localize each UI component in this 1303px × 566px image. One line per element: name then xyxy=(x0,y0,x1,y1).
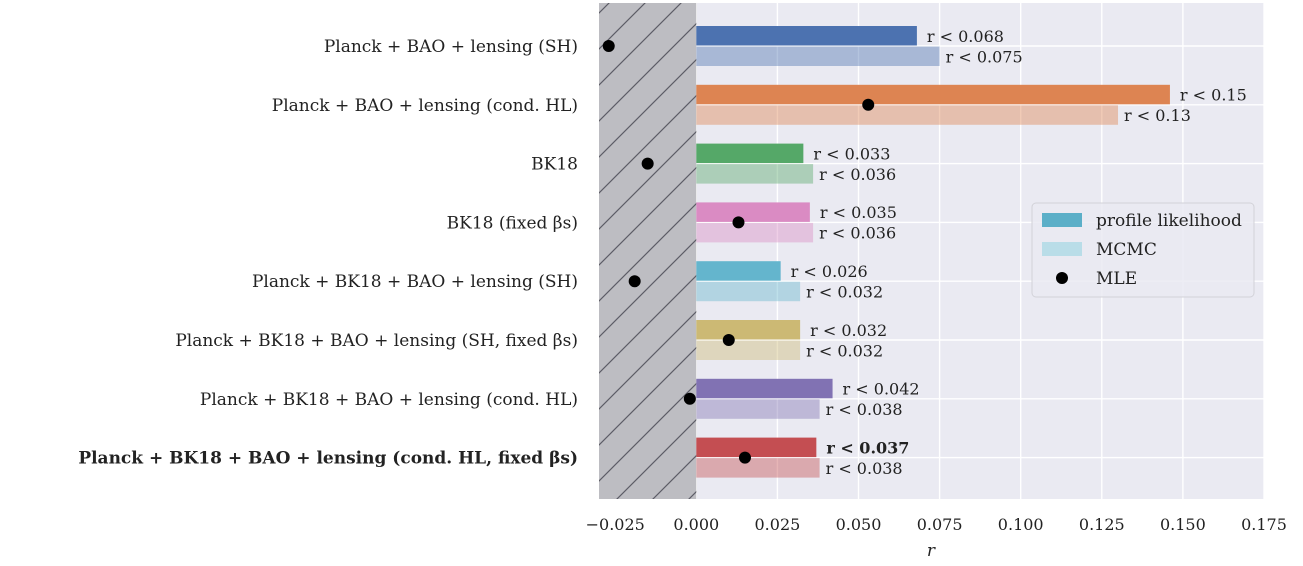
bar-label-profile-4: r < 0.026 xyxy=(791,262,868,281)
bar-profile-1 xyxy=(696,84,1170,105)
x-tick-label-0: −0.025 xyxy=(586,515,645,534)
bar-label-mcmc-6: r < 0.038 xyxy=(826,400,903,419)
row-label-2: BK18 xyxy=(531,155,578,175)
bars xyxy=(696,26,1170,478)
mle-dot-1 xyxy=(862,98,875,111)
bar-profile-6 xyxy=(696,378,833,399)
x-tick-label-4: 0.075 xyxy=(917,515,963,534)
mle-points xyxy=(602,40,875,464)
bar-label-mcmc-1: r < 0.13 xyxy=(1124,106,1191,125)
bar-mcmc-1 xyxy=(696,105,1119,125)
legend-label-0: profile likelihood xyxy=(1096,211,1242,231)
x-axis-label: r xyxy=(927,541,936,561)
bar-profile-4 xyxy=(696,261,781,281)
row-label-7: Planck + BK18 + BAO + lensing (cond. HL,… xyxy=(78,449,578,469)
x-tick-label-3: 0.050 xyxy=(836,515,882,534)
bar-label-profile-5: r < 0.032 xyxy=(810,321,887,340)
legend-box xyxy=(1031,202,1255,298)
bar-label-mcmc-0: r < 0.075 xyxy=(946,47,1023,66)
bar-label-profile-3: r < 0.035 xyxy=(820,203,897,222)
bar-mcmc-5 xyxy=(696,340,801,360)
mle-dot-7 xyxy=(738,451,751,464)
bar-label-profile-2: r < 0.033 xyxy=(813,144,890,163)
bar-label-profile-7: r < 0.037 xyxy=(826,438,909,457)
bar-mcmc-0 xyxy=(696,46,940,66)
bar-mcmc-3 xyxy=(696,222,814,243)
bar-label-mcmc-5: r < 0.032 xyxy=(806,341,883,360)
row-label-6: Planck + BK18 + BAO + lensing (cond. HL) xyxy=(200,390,578,410)
bar-profile-0 xyxy=(696,26,917,46)
mle-dot-4 xyxy=(628,275,641,288)
row-labels: Planck + BAO + lensing (SH) Planck + BAO … xyxy=(78,37,578,469)
legend-swatch-1 xyxy=(1042,242,1082,256)
bar-profile-2 xyxy=(696,143,804,164)
excluded-region-hatch xyxy=(599,3,697,499)
x-tick-label-2: 0.025 xyxy=(755,515,801,534)
row-label-3: BK18 (fixed βs) xyxy=(447,213,578,233)
mle-dot-3 xyxy=(732,216,745,229)
bar-profile-7 xyxy=(696,437,817,458)
legend-swatch-0 xyxy=(1042,213,1082,227)
x-tick-labels: −0.025 0.000 0.025 0.050 0.075 0.100 0.125 0.15… xyxy=(586,515,1287,534)
row-label-5: Planck + BK18 + BAO + lensing (SH, fixed… xyxy=(175,331,578,351)
legend-swatch-2 xyxy=(1056,272,1068,284)
row-label-0: Planck + BAO + lensing (SH) xyxy=(324,37,578,57)
bar-mcmc-7 xyxy=(696,458,820,478)
bar-label-profile-1: r < 0.15 xyxy=(1180,86,1247,105)
bar-mcmc-6 xyxy=(696,399,820,419)
bar-mcmc-4 xyxy=(696,281,801,302)
mle-dot-0 xyxy=(602,40,615,52)
legend: profile likelihood MCMC MLE xyxy=(1031,202,1255,298)
x-tick-label-1: 0.000 xyxy=(673,515,719,534)
row-label-1: Planck + BAO + lensing (cond. HL) xyxy=(272,96,578,116)
bar-label-mcmc-2: r < 0.036 xyxy=(819,165,896,184)
bar-label-profile-6: r < 0.042 xyxy=(843,380,920,399)
bar-label-mcmc-4: r < 0.032 xyxy=(806,282,883,301)
row-label-4: Planck + BK18 + BAO + lensing (SH) xyxy=(252,272,578,292)
bar-mcmc-2 xyxy=(696,164,814,184)
legend-label-1: MCMC xyxy=(1096,240,1157,260)
x-tick-label-7: 0.150 xyxy=(1160,515,1206,534)
x-tick-label-5: 0.100 xyxy=(998,515,1044,534)
mle-dot-6 xyxy=(683,392,696,405)
mle-dot-2 xyxy=(641,157,654,170)
bar-profile-3 xyxy=(696,202,810,222)
bar-label-mcmc-7: r < 0.038 xyxy=(826,459,903,478)
bar-label-mcmc-3: r < 0.036 xyxy=(819,224,896,243)
x-tick-label-6: 0.125 xyxy=(1079,515,1125,534)
bar-profile-5 xyxy=(696,320,801,340)
legend-label-2: MLE xyxy=(1096,269,1137,289)
bar-label-profile-0: r < 0.068 xyxy=(927,27,1004,46)
excluded-region xyxy=(599,3,697,499)
x-tick-label-8: 0.175 xyxy=(1241,515,1287,534)
mle-dot-5 xyxy=(722,334,735,346)
